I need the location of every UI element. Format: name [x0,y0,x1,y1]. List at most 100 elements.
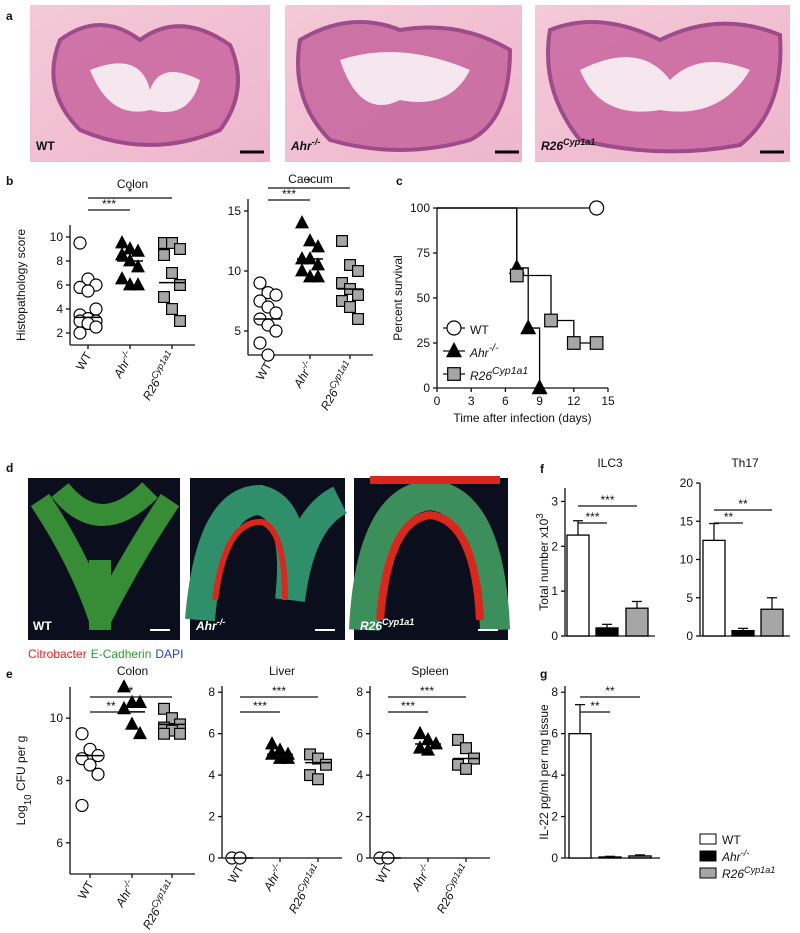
legend-label-sup: -/- [741,848,750,858]
caption-part: Citrobacter [28,647,87,661]
x-tick-label-text: Ahr [260,869,282,894]
epithelium [30,481,180,630]
image-label-text: Ahr [290,139,313,153]
marker [81,284,95,298]
panel-letter: f [540,462,545,476]
y-tick-label: 10 [228,264,242,278]
x-tick-label: Ahr-/- [289,359,317,391]
x-tick-label-text: WT [225,862,247,886]
marker [312,773,325,786]
x-tick-label: 0 [434,394,441,408]
y-axis-label: Log10 CFU per g [14,736,34,826]
marker [158,249,171,262]
bacteria [212,518,288,601]
legend-label: R26Cyp1a1 [722,865,775,881]
bar [568,733,592,859]
chart-title: Caecum [288,172,333,186]
y-tick-label: 3 [551,494,558,508]
marker [166,303,179,316]
y-axis-label-text: IL-22 pg/ml per mg tissue [537,704,551,840]
lumen [580,57,750,112]
chart-title: ILC3 [597,456,623,470]
marker [460,762,473,775]
x-tick-label: 12 [567,394,581,408]
marker [115,271,129,285]
y-tick-label: 8 [56,254,63,268]
marker [269,288,283,302]
y-tick-label: 4 [551,768,558,782]
y-tick-label: 2 [356,810,363,824]
significance-label: *** [272,684,286,698]
marker [133,725,147,740]
x-tick-label-text: Ahr [408,869,430,894]
significance-label: *** [102,197,116,211]
x-tick-label: Ahr-/- [259,862,287,894]
marker [174,279,187,292]
bar [595,627,619,637]
marker [269,324,283,338]
legend-label: Ahr-/- [469,342,499,360]
marker [447,367,461,381]
x-tick-label-text: Ahr [110,356,132,381]
marker [460,742,473,755]
marker [413,725,427,740]
image-label-text: WT [33,619,52,633]
marker [303,233,317,247]
y-tick-label: 20 [680,476,694,490]
y-axis-label-text: Percent survival [391,255,405,340]
legend-label-sup: -/- [489,342,499,354]
y-tick-label: 0 [686,629,693,643]
x-tick-label: 3 [468,394,475,408]
marker [509,268,524,283]
y-tick-label: 0 [551,629,558,643]
x-tick-label-sup: Cyp1a1 [149,349,173,381]
marker [166,267,179,280]
histology-images [30,5,790,162]
legend-label-text: R26 [470,369,492,383]
y-tick-label: 5 [686,591,693,605]
x-tick-label: R26Cyp1a1 [432,862,473,916]
significance-label: *** [282,187,296,201]
x-tick-label: 6 [502,394,509,408]
chart-title: Th17 [731,456,759,470]
x-tick-label-text: WT [373,862,395,886]
marker [89,320,103,334]
x-tick-label: WT [253,359,275,383]
image-label: Ahr-/- [290,137,320,153]
marker [75,727,89,741]
x-tick-label: WT [225,862,247,886]
marker [429,736,443,750]
y-tick-label: 8 [56,774,63,788]
significance-label: ** [106,699,116,713]
bacteria [370,476,500,621]
marker [413,740,427,754]
marker [336,235,349,248]
legend-label-text: WT [722,833,741,847]
marker [352,289,365,302]
panel-letter: c [396,174,403,188]
epithelium [349,479,510,631]
significance-label: *** [401,699,415,713]
legend-label-text: Ahr [721,850,742,864]
image-label-sup: -/- [312,137,321,147]
marker [303,251,317,265]
marker [311,269,325,283]
panel-letter: e [6,667,13,681]
image-label-sup: Cyp1a1 [382,617,414,627]
fluorescence-images [28,476,510,640]
y-axis-label-sup: 3 [535,513,546,519]
marker [446,342,462,358]
image-label: WT [33,619,52,633]
x-tick-label-text: R26 [140,376,163,402]
y-tick-label: 10 [50,711,64,725]
y-tick-label: 4 [208,768,215,782]
legend-swatch [699,833,717,845]
lumen [340,52,470,105]
significance-label: * [129,684,134,698]
marker [174,243,187,256]
y-tick-label: 8 [551,685,558,699]
image-label-sup: -/- [217,617,226,627]
marker [421,742,435,756]
image-label-text: R26 [360,619,382,633]
